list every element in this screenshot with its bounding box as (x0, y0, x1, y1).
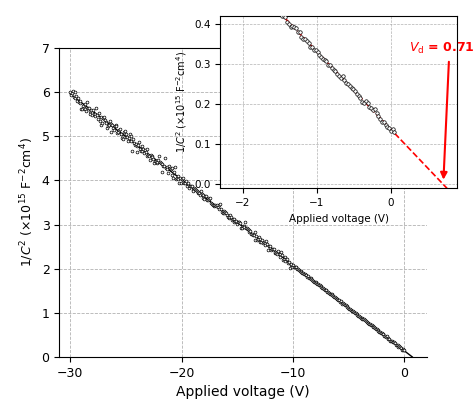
X-axis label: Applied voltage (V): Applied voltage (V) (289, 214, 389, 224)
Text: $V_\mathrm{d}$ = 0.71 V: $V_\mathrm{d}$ = 0.71 V (409, 41, 474, 177)
Y-axis label: 1/$C^2$ (×10$^{15}$ F$^{-2}$cm$^4$): 1/$C^2$ (×10$^{15}$ F$^{-2}$cm$^4$) (174, 51, 189, 153)
X-axis label: Applied voltage (V): Applied voltage (V) (176, 385, 310, 399)
Y-axis label: 1/$C^2$ (×10$^{15}$ F$^{-2}$cm$^4$): 1/$C^2$ (×10$^{15}$ F$^{-2}$cm$^4$) (18, 138, 36, 267)
